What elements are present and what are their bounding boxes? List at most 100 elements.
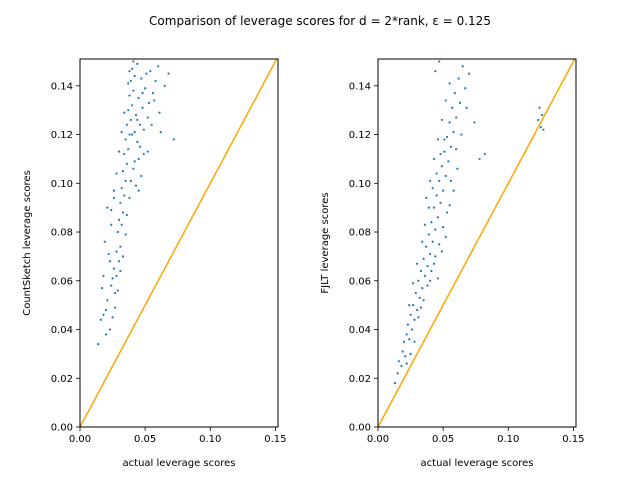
fjlt-point: [453, 92, 456, 95]
fjlt-point: [468, 72, 471, 75]
fjlt-point: [449, 179, 453, 182]
fjlt-point: [458, 101, 462, 104]
countsketch-point: [110, 209, 113, 212]
fjlt-y-tick-label: 0.08: [349, 228, 371, 239]
countsketch-point: [127, 109, 130, 112]
fjlt-point: [413, 340, 416, 343]
fjlt-point: [443, 138, 446, 141]
countsketch-point: [163, 84, 166, 87]
countsketch-point: [137, 96, 140, 100]
countsketch-point: [136, 140, 139, 143]
countsketch-y-tick-label: 0.00: [51, 423, 73, 434]
fjlt-point: [539, 126, 542, 129]
countsketch-point: [172, 138, 175, 141]
countsketch-point: [107, 252, 110, 256]
fjlt-point: [451, 106, 454, 109]
countsketch-point: [133, 160, 136, 163]
fjlt-point: [436, 216, 440, 219]
fjlt-point: [430, 269, 433, 273]
countsketch-point: [112, 196, 115, 200]
countsketch-y-tick-label: 0.02: [51, 374, 73, 385]
countsketch-point: [97, 343, 100, 346]
fjlt-point: [417, 279, 420, 282]
countsketch-point: [121, 211, 125, 214]
countsketch-point: [112, 267, 115, 270]
countsketch-point: [110, 223, 113, 226]
countsketch-point: [137, 157, 140, 161]
fjlt-point: [409, 352, 412, 355]
countsketch-point: [101, 286, 104, 290]
countsketch-point: [134, 113, 138, 117]
fjlt-point: [440, 118, 443, 122]
fjlt-point: [430, 221, 433, 224]
fjlt-point: [461, 65, 464, 68]
countsketch-point: [133, 74, 136, 78]
fjlt-point: [423, 223, 426, 226]
fjlt-point: [442, 189, 445, 192]
countsketch-point: [136, 118, 139, 122]
countsketch-point: [124, 138, 127, 141]
countsketch-point: [120, 131, 123, 134]
fjlt-x-tick-label: 0.05: [432, 434, 454, 445]
countsketch-y-tick-label: 0.14: [51, 81, 73, 92]
fjlt-point: [440, 250, 443, 253]
countsketch-point: [132, 60, 135, 63]
countsketch-point: [149, 70, 152, 73]
countsketch-y-tick-label: 0.10: [51, 179, 73, 190]
fjlt-point: [538, 106, 541, 109]
countsketch-point: [111, 316, 114, 319]
countsketch-point: [117, 150, 121, 153]
fjlt-point: [444, 235, 447, 239]
fjlt-point: [432, 206, 436, 209]
fjlt-point: [421, 240, 424, 243]
fjlt-point: [444, 99, 447, 102]
fjlt-x-label: actual leverage scores: [421, 458, 534, 469]
countsketch-point: [121, 170, 125, 173]
countsketch-x-tick-label: 0.00: [69, 434, 91, 445]
fjlt-y-tick-label: 0.14: [349, 81, 371, 92]
countsketch-point: [141, 92, 144, 95]
fjlt-point: [434, 228, 437, 231]
fjlt-point: [404, 355, 407, 358]
fjlt-reference-line: [378, 59, 576, 427]
fjlt-point: [396, 372, 399, 375]
countsketch-point: [119, 201, 122, 204]
fjlt-point: [448, 82, 451, 85]
countsketch-panel: 0.00 0.05 0.10 0.15 0.00 0.02 0.04 0.06 0.08 0.1…: [22, 58, 287, 469]
fjlt-point: [417, 316, 420, 319]
countsketch-point: [99, 318, 102, 321]
fjlt-point: [438, 60, 441, 63]
countsketch-point: [129, 79, 132, 83]
countsketch-point: [142, 128, 145, 131]
fjlt-point: [402, 340, 406, 343]
countsketch-point: [142, 152, 145, 156]
fjlt-point: [457, 77, 460, 80]
countsketch-point: [125, 162, 128, 165]
countsketch-point: [159, 131, 162, 134]
fjlt-point: [455, 116, 458, 119]
countsketch-point: [124, 179, 127, 182]
fjlt-x-tick-label: 0.15: [562, 434, 584, 445]
fjlt-point: [449, 145, 453, 148]
fjlt-x-ticks: 0.00 0.05 0.10 0.15: [367, 427, 585, 445]
countsketch-point: [157, 65, 160, 68]
countsketch-y-tick-label: 0.12: [51, 130, 73, 141]
fjlt-point: [425, 196, 428, 200]
countsketch-point: [104, 308, 108, 312]
countsketch-point: [119, 245, 122, 248]
fjlt-point: [421, 286, 424, 290]
fjlt-point: [431, 187, 434, 190]
countsketch-point: [115, 250, 118, 253]
countsketch-point: [123, 152, 126, 156]
countsketch-point: [134, 184, 138, 187]
countsketch-point: [132, 89, 135, 92]
countsketch-y-tick-label: 0.04: [51, 325, 73, 336]
countsketch-x-tick-label: 0.10: [199, 434, 221, 445]
fjlt-point: [473, 121, 476, 124]
countsketch-point: [167, 72, 170, 75]
fjlt-point: [429, 252, 432, 256]
fjlt-point: [427, 233, 430, 236]
fjlt-point: [422, 257, 425, 260]
countsketch-point: [123, 111, 126, 114]
